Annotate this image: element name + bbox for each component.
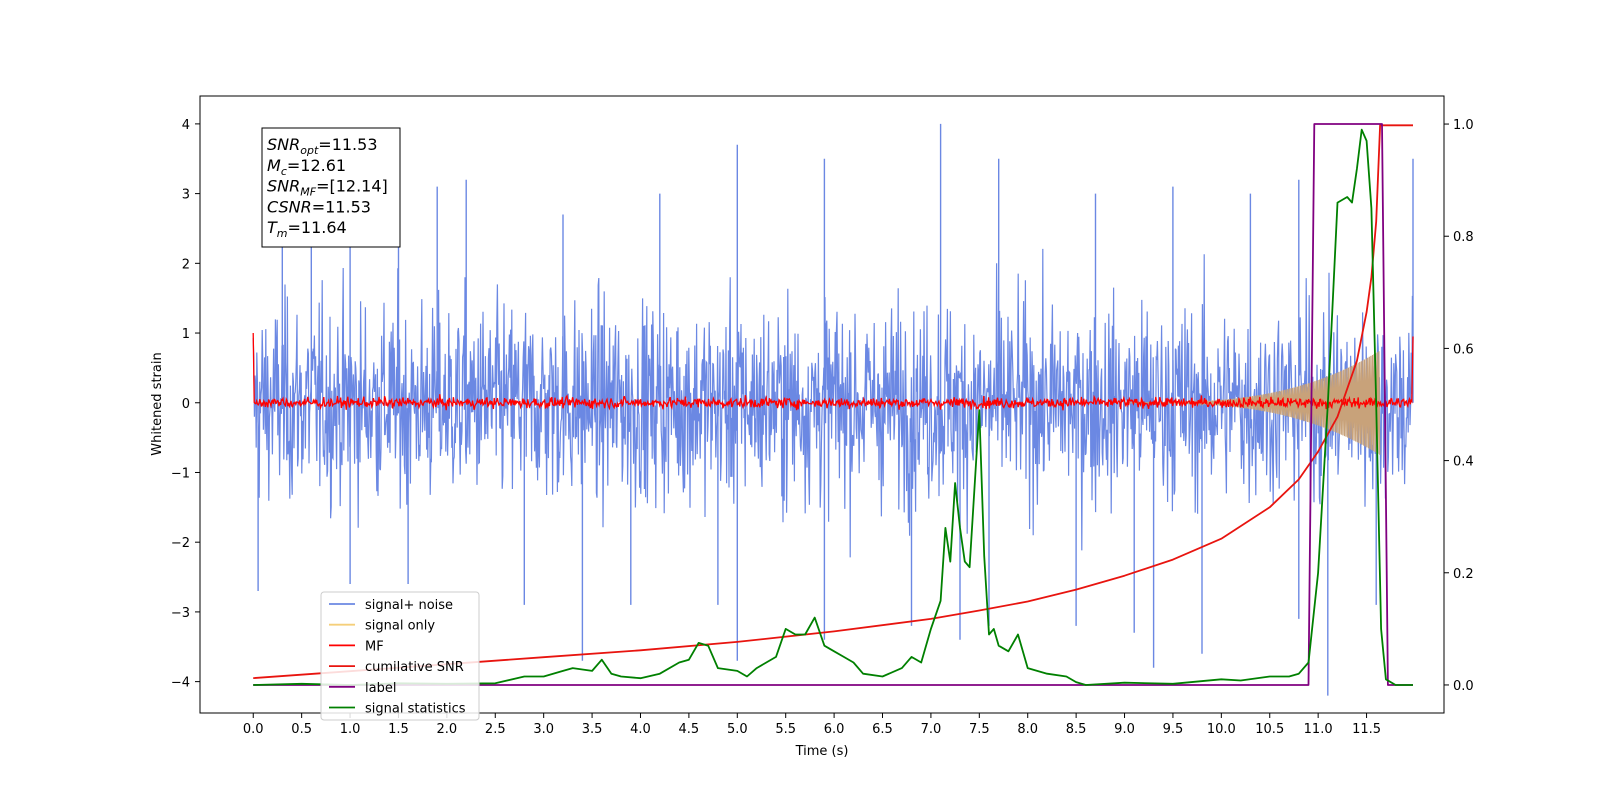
y-tick-label-left: 4	[182, 118, 190, 133]
stats-line: CSNR=11.53	[267, 197, 371, 216]
series-signal-statistics	[253, 128, 1413, 686]
y-tick-label-right: 0.8	[1453, 230, 1474, 245]
x-tick-label: 2.5	[485, 722, 506, 737]
y-tick-label-left: −1	[171, 466, 190, 481]
axes: 0.0 0.5 1.0 1.5 2.0 2.5 3.0 3.5 4.0 4.5 5.0 5.5 6.0 6…	[171, 118, 1474, 737]
x-tick-label: 2.0	[437, 722, 458, 737]
legend-entry: signal statistics	[365, 702, 466, 717]
legend-entry: cumilative SNR	[365, 660, 464, 675]
x-tick-label: 6.5	[872, 722, 893, 737]
x-tick-label: 3.5	[582, 722, 603, 737]
y-tick-label-right: 0.6	[1453, 342, 1474, 357]
legend-entry: MF	[365, 639, 384, 654]
x-tick-label: 9.0	[1114, 722, 1135, 737]
x-tick-label: 1.5	[388, 722, 409, 737]
y-tick-label-right: 0.0	[1453, 679, 1474, 694]
y-tick-label-right: 1.0	[1453, 118, 1474, 133]
series-cumulative-snr	[253, 124, 1413, 679]
x-tick-label: 1.0	[340, 722, 361, 737]
x-tick-label: 7.0	[921, 722, 942, 737]
legend: signal+ noise signal only MF cumilative SNR…	[320, 591, 480, 721]
x-tick-label: 9.5	[1163, 722, 1184, 737]
x-tick-label: 4.5	[679, 722, 700, 737]
stats-line: Mc=12.61	[267, 156, 346, 178]
y-tick-label-left: −3	[171, 606, 190, 621]
stats-line: Tm=11.64	[267, 218, 347, 240]
y-tick-label-left: 1	[182, 327, 190, 342]
y-tick-label-left: 3	[182, 188, 190, 203]
y-tick-label-left: −2	[171, 536, 190, 551]
y-tick-label-left: 0	[182, 397, 190, 412]
x-tick-label: 7.5	[969, 722, 990, 737]
legend-entry: signal+ noise	[365, 598, 453, 613]
x-tick-label: 3.0	[533, 722, 554, 737]
x-tick-label: 0.0	[243, 722, 264, 737]
legend-entry: label	[365, 681, 396, 696]
x-tick-label: 10.0	[1207, 722, 1236, 737]
x-tick-label: 5.5	[775, 722, 796, 737]
y-tick-label-left: 2	[182, 257, 190, 272]
stats-line: SNRopt=11.53	[267, 135, 378, 157]
stats-line: SNRMF=[12.14]	[267, 177, 388, 199]
y-tick-label-right: 0.4	[1453, 455, 1474, 470]
series-signal-noise-peaks	[257, 123, 1414, 696]
legend-frame	[320, 591, 480, 721]
y-axis-label-left: Whitened strain	[150, 352, 165, 455]
stats-box-frame	[261, 127, 401, 248]
x-tick-label: 5.0	[727, 722, 748, 737]
x-tick-label: 8.0	[1017, 722, 1038, 737]
x-tick-label: 11.5	[1352, 722, 1381, 737]
x-axis-label: Time (s)	[795, 744, 849, 759]
series-label	[253, 123, 1413, 686]
x-tick-label: 4.0	[630, 722, 651, 737]
legend-entry: signal only	[365, 619, 435, 634]
y-tick-label-left: −4	[171, 676, 190, 691]
x-tick-label: 8.5	[1066, 722, 1087, 737]
y-tick-label-right: 0.2	[1453, 567, 1474, 582]
x-tick-label: 6.0	[824, 722, 845, 737]
x-tick-label: 10.5	[1255, 722, 1284, 737]
series-signal-noise	[252, 248, 1413, 558]
x-tick-label: 0.5	[291, 722, 312, 737]
x-tick-label: 11.0	[1304, 722, 1333, 737]
stats-annotation-box: SNRopt=11.53Mc=12.61SNRMF=[12.14]CSNR=11…	[261, 127, 401, 248]
series-mf	[252, 332, 1414, 411]
axes-frame	[199, 95, 1445, 714]
plot-area	[252, 123, 1414, 696]
